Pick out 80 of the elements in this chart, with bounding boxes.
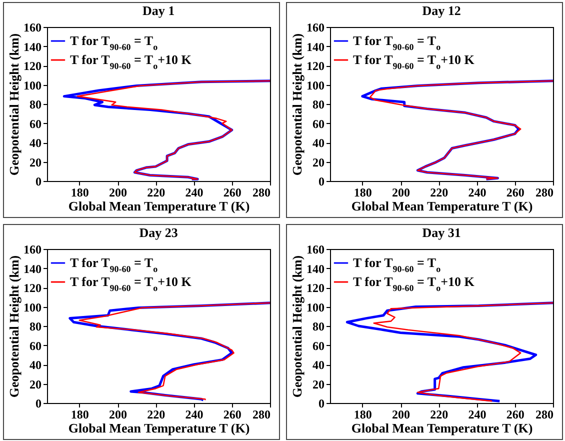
x-tick-label: 220 — [147, 408, 166, 422]
x-tick-label: 240 — [185, 408, 204, 422]
y-tick-label: 0 — [318, 396, 324, 410]
y-tick-label: 80 — [30, 320, 42, 334]
y-tick-label: 120 — [306, 281, 324, 295]
x-tick-label: 280 — [536, 186, 554, 200]
y-tick-label: 140 — [306, 262, 324, 276]
x-tick-label: 240 — [468, 186, 486, 200]
legend-label: T for T$_{90-60}$ = T$_{o}$+10 K — [353, 52, 476, 71]
x-tick-label: 260 — [506, 186, 524, 200]
y-axis-title: Geopotential Height (km) — [290, 33, 304, 176]
x-tick-label: 220 — [430, 186, 448, 200]
y-tick-label: 20 — [312, 155, 324, 170]
x-tick-label: 200 — [392, 408, 410, 422]
chart-title: Day 23 — [139, 225, 178, 240]
y-tick-label: 20 — [30, 377, 42, 392]
legend-label: T for T$_{90-60}$ = T$_{o}$ — [70, 255, 158, 274]
y-tick-label: 80 — [312, 320, 324, 334]
legend-label: T for T$_{90-60}$ = T$_{o}$ — [70, 33, 158, 52]
y-tick-label: 100 — [24, 78, 42, 92]
y-tick-label: 120 — [24, 281, 42, 295]
y-axis-title: Geopotential Height (km) — [290, 255, 304, 398]
y-tick-label: 100 — [306, 300, 324, 314]
x-tick-label: 280 — [536, 408, 554, 422]
x-tick-label: 180 — [354, 186, 372, 200]
y-tick-label: 160 — [24, 242, 42, 256]
y-tick-label: 140 — [24, 40, 42, 54]
y-tick-label: 80 — [312, 98, 324, 112]
chart-title: Day 12 — [422, 3, 461, 18]
y-tick-label: 20 — [312, 377, 324, 392]
chart-title: Day 1 — [142, 3, 175, 18]
x-tick-label: 200 — [109, 408, 128, 422]
x-tick-label: 200 — [109, 186, 128, 200]
y-axis-title: Geopotential Height (km) — [6, 33, 22, 176]
x-tick-label: 180 — [354, 408, 372, 422]
y-tick-label: 100 — [24, 300, 42, 314]
x-tick-label: 260 — [223, 186, 242, 200]
y-tick-label: 80 — [30, 98, 42, 112]
y-tick-label: 0 — [36, 174, 42, 188]
x-tick-label: 220 — [430, 408, 448, 422]
y-tick-label: 160 — [306, 242, 324, 256]
x-tick-label: 240 — [185, 186, 204, 200]
y-tick-label: 60 — [30, 338, 42, 353]
y-tick-label: 140 — [306, 40, 324, 54]
y-tick-label: 120 — [306, 59, 324, 73]
y-tick-label: 160 — [306, 20, 324, 34]
y-tick-label: 0 — [318, 174, 324, 188]
y-tick-label: 160 — [24, 20, 42, 34]
x-axis-title: Global Mean Temperature T (K) — [68, 420, 250, 436]
chart-title: Day 31 — [422, 225, 461, 240]
legend-label: T for T$_{90-60}$ = T$_{o}$ — [353, 255, 442, 274]
x-tick-label: 240 — [468, 408, 486, 422]
x-axis-title: Global Mean Temperature T (K) — [351, 198, 533, 214]
y-tick-label: 40 — [30, 358, 42, 372]
x-tick-label: 220 — [147, 186, 166, 200]
x-tick-label: 180 — [70, 186, 89, 200]
legend-label: T for T$_{90-60}$ = T$_{o}$+10 K — [70, 52, 192, 71]
y-tick-label: 40 — [30, 136, 42, 150]
y-tick-label: 40 — [312, 358, 324, 372]
y-tick-label: 100 — [306, 78, 324, 92]
x-tick-label: 180 — [70, 408, 89, 422]
y-tick-label: 60 — [30, 116, 42, 131]
x-axis-title: Global Mean Temperature T (K) — [68, 198, 250, 214]
y-tick-label: 120 — [24, 59, 42, 73]
x-tick-label: 200 — [392, 186, 410, 200]
y-tick-label: 140 — [24, 262, 42, 276]
y-tick-label: 40 — [312, 136, 324, 150]
x-axis-title: Global Mean Temperature T (K) — [351, 420, 533, 436]
legend-label: T for T$_{90-60}$ = T$_{o}$+10 K — [353, 274, 476, 293]
y-tick-label: 0 — [36, 396, 42, 410]
legend-label: T for T$_{90-60}$ = T$_{o}$ — [353, 33, 442, 52]
legend-label: T for T$_{90-60}$ = T$_{o}$+10 K — [70, 274, 192, 293]
x-tick-label: 280 — [252, 186, 270, 200]
y-tick-label: 60 — [312, 116, 324, 131]
x-tick-label: 260 — [506, 408, 524, 422]
x-tick-label: 260 — [223, 408, 242, 422]
y-tick-label: 20 — [30, 155, 42, 170]
y-tick-label: 60 — [312, 338, 324, 353]
y-axis-title: Geopotential Height (km) — [6, 255, 22, 398]
x-tick-label: 280 — [252, 408, 270, 422]
